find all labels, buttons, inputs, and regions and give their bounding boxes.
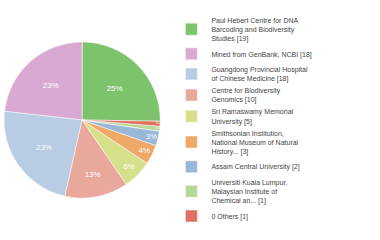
svg-text:23%: 23% bbox=[43, 81, 59, 90]
svg-text:Mined from GenBank, NCBI [18]: Mined from GenBank, NCBI [18] bbox=[211, 51, 311, 59]
svg-text:1%: 1% bbox=[155, 126, 159, 130]
svg-text:Guangdong Provincial Hospitalo: Guangdong Provincial Hospitalof Chinese … bbox=[211, 66, 308, 83]
svg-text:23%: 23% bbox=[36, 143, 52, 152]
svg-text:1%: 1% bbox=[156, 121, 160, 125]
svg-text:Assam Central University [2]: Assam Central University [2] bbox=[211, 163, 299, 171]
svg-text:4%: 4% bbox=[138, 146, 150, 155]
svg-text:Paul Hebert Centre for DNABarc: Paul Hebert Centre for DNABarcoding and … bbox=[211, 17, 298, 43]
svg-text:0 Others [1]: 0 Others [1] bbox=[211, 213, 248, 221]
svg-text:3%: 3% bbox=[146, 132, 157, 141]
svg-text:Centre for BiodiversityGenomic: Centre for BiodiversityGenomics [10] bbox=[211, 87, 280, 104]
svg-text:Smithsonian Institution,Nation: Smithsonian Institution,National Museum … bbox=[211, 130, 298, 156]
svg-text:13%: 13% bbox=[85, 170, 101, 179]
svg-text:25%: 25% bbox=[107, 84, 123, 93]
svg-text:Universiti Kuala Lumpur,Malays: Universiti Kuala Lumpur,Malaysian Instit… bbox=[211, 179, 287, 205]
svg-text:6%: 6% bbox=[123, 162, 135, 171]
svg-text:Sri Ramaswamy MemorialUniversi: Sri Ramaswamy MemorialUniversity [5] bbox=[211, 108, 293, 125]
